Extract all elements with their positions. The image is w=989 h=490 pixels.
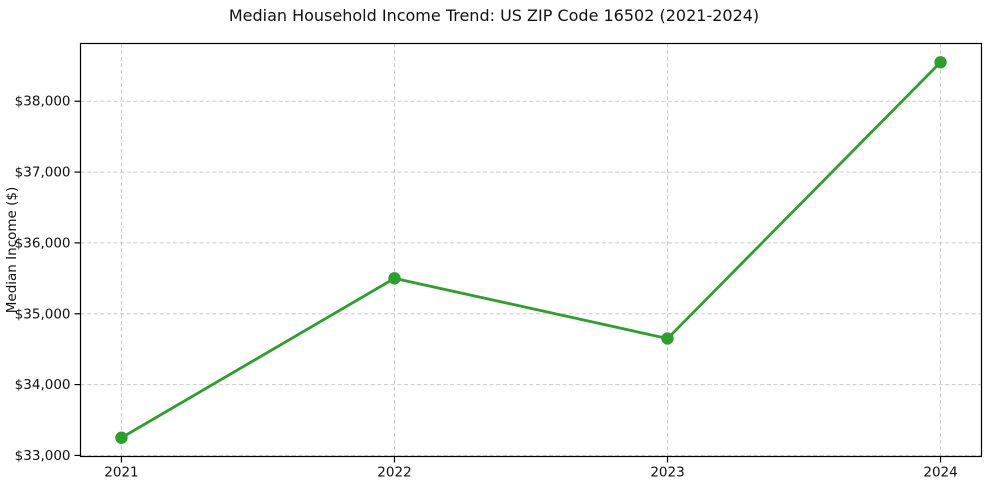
y-tick-label: $38,000 [15,94,71,110]
x-tick-label: 2021 [104,465,138,481]
series-line-median-income [120,60,942,440]
data-point-2023 [661,332,674,345]
data-point-2024 [934,56,947,69]
y-tick-label: $37,000 [15,165,71,181]
y-axis-label: Median Income ($) [4,187,20,313]
x-tick-label: 2022 [377,465,411,481]
data-point-2021 [115,431,128,444]
data-point-2022 [388,272,401,285]
y-tick-label: $34,000 [15,377,71,393]
x-tick-label: 2024 [923,465,957,481]
y-tick-label: $33,000 [15,448,71,464]
x-tick-label: 2023 [650,465,684,481]
plot-border [79,42,983,458]
y-tick-label: $36,000 [15,235,71,251]
plot-area: $33,000 $34,000 $35,000 $36,000 $37,000 $38,0… [15,42,983,481]
chart-title: Median Household Income Trend: US ZIP Co… [229,6,759,25]
y-tick-label: $35,000 [15,306,71,322]
